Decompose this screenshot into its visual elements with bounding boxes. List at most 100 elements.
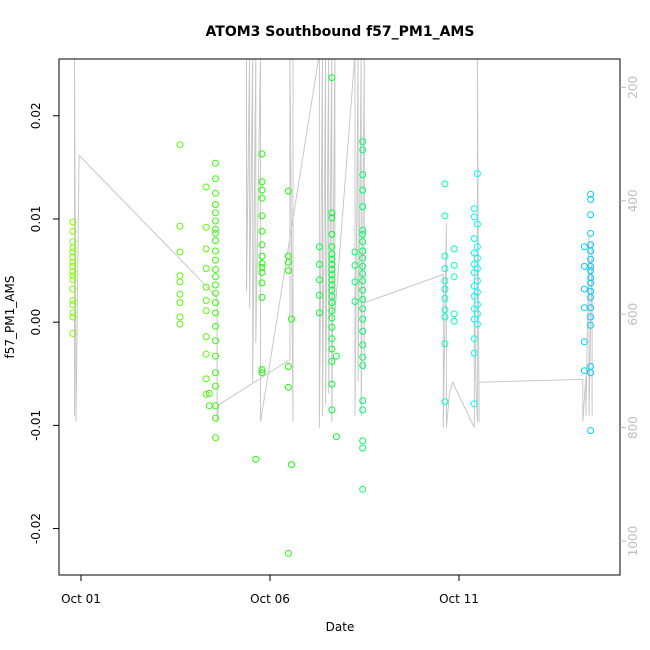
data-point xyxy=(328,314,336,322)
data-point xyxy=(587,255,595,263)
data-point xyxy=(359,315,367,323)
data-point xyxy=(202,283,210,291)
data-point xyxy=(288,315,295,323)
y2-tick-label: 200 xyxy=(626,76,640,99)
data-point xyxy=(212,266,219,273)
data-point xyxy=(176,248,184,256)
data-point xyxy=(470,249,478,257)
data-point xyxy=(328,230,336,238)
data-point xyxy=(212,256,219,264)
data-point xyxy=(359,406,367,414)
data-point xyxy=(202,297,210,304)
data-point xyxy=(212,382,219,390)
data-point xyxy=(473,254,481,262)
points-layer xyxy=(69,74,595,557)
data-point xyxy=(258,293,266,301)
data-point xyxy=(359,270,367,278)
data-point xyxy=(258,369,266,377)
data-point xyxy=(212,434,219,442)
data-point xyxy=(328,266,336,273)
data-point xyxy=(176,278,184,286)
data-point xyxy=(587,279,595,287)
data-point xyxy=(351,261,359,269)
data-point xyxy=(205,389,213,397)
data-point xyxy=(441,265,449,272)
data-point xyxy=(205,402,213,410)
data-point xyxy=(580,243,588,251)
data-point xyxy=(328,406,336,414)
data-point xyxy=(176,299,184,307)
data-point xyxy=(587,427,595,434)
data-point xyxy=(587,313,595,321)
data-point xyxy=(284,187,292,195)
data-point xyxy=(288,461,295,469)
chart-title: ATOM3 Southbound f57_PM1_AMS xyxy=(206,24,475,40)
y-axis: -0.02 -0.01 0.00 0.01 0.02 xyxy=(29,102,59,544)
y2-tick-label: 400 xyxy=(626,189,640,212)
y-tick-label: -0.01 xyxy=(29,410,43,441)
data-point xyxy=(252,455,260,463)
data-point xyxy=(587,293,595,301)
data-point xyxy=(359,238,367,246)
data-point xyxy=(212,281,219,289)
y-tick-label: -0.02 xyxy=(29,513,43,544)
data-point xyxy=(359,254,367,262)
data-point xyxy=(470,205,478,213)
data-point xyxy=(69,248,77,256)
data-point xyxy=(587,267,595,275)
data-point xyxy=(69,227,77,235)
data-point xyxy=(473,220,481,228)
data-point xyxy=(473,310,481,318)
data-point xyxy=(212,209,219,217)
data-point xyxy=(69,313,77,321)
data-point xyxy=(212,414,219,422)
data-point xyxy=(69,268,77,276)
data-point xyxy=(212,237,219,245)
data-point xyxy=(258,227,266,235)
data-point xyxy=(328,276,336,284)
data-point xyxy=(587,229,595,237)
x-tick-label: Oct 11 xyxy=(439,592,479,606)
data-point xyxy=(359,444,367,452)
data-point xyxy=(587,274,595,282)
data-point xyxy=(284,258,292,266)
data-point xyxy=(202,307,210,315)
data-point xyxy=(315,243,323,251)
data-point xyxy=(470,235,478,243)
data-point xyxy=(359,138,367,146)
data-point xyxy=(359,203,367,211)
data-point xyxy=(212,289,219,297)
data-point xyxy=(359,437,367,445)
data-point xyxy=(328,323,336,331)
data-point xyxy=(284,363,292,370)
data-point xyxy=(441,252,449,260)
data-point xyxy=(212,225,219,233)
data-point xyxy=(212,201,219,208)
data-point xyxy=(315,260,323,268)
data-point xyxy=(202,350,210,358)
data-point xyxy=(258,269,266,277)
data-point xyxy=(212,299,219,307)
data-point xyxy=(212,229,219,237)
data-point xyxy=(328,74,336,82)
data-point xyxy=(284,549,292,557)
data-point xyxy=(470,315,478,323)
data-point xyxy=(587,321,595,329)
data-point xyxy=(176,222,184,230)
data-point xyxy=(580,262,588,270)
data-point xyxy=(359,296,367,303)
data-point xyxy=(332,352,340,360)
plot-frame xyxy=(58,58,621,576)
data-point xyxy=(441,313,449,321)
data-point xyxy=(587,211,595,219)
data-point xyxy=(212,309,219,317)
data-point xyxy=(258,366,266,374)
data-point xyxy=(359,226,367,234)
data-point xyxy=(441,398,449,406)
data-point xyxy=(359,305,367,313)
data-point xyxy=(359,362,367,369)
data-point xyxy=(580,367,588,375)
data-point xyxy=(212,189,219,197)
data-point xyxy=(69,301,77,309)
data-point xyxy=(587,247,595,255)
